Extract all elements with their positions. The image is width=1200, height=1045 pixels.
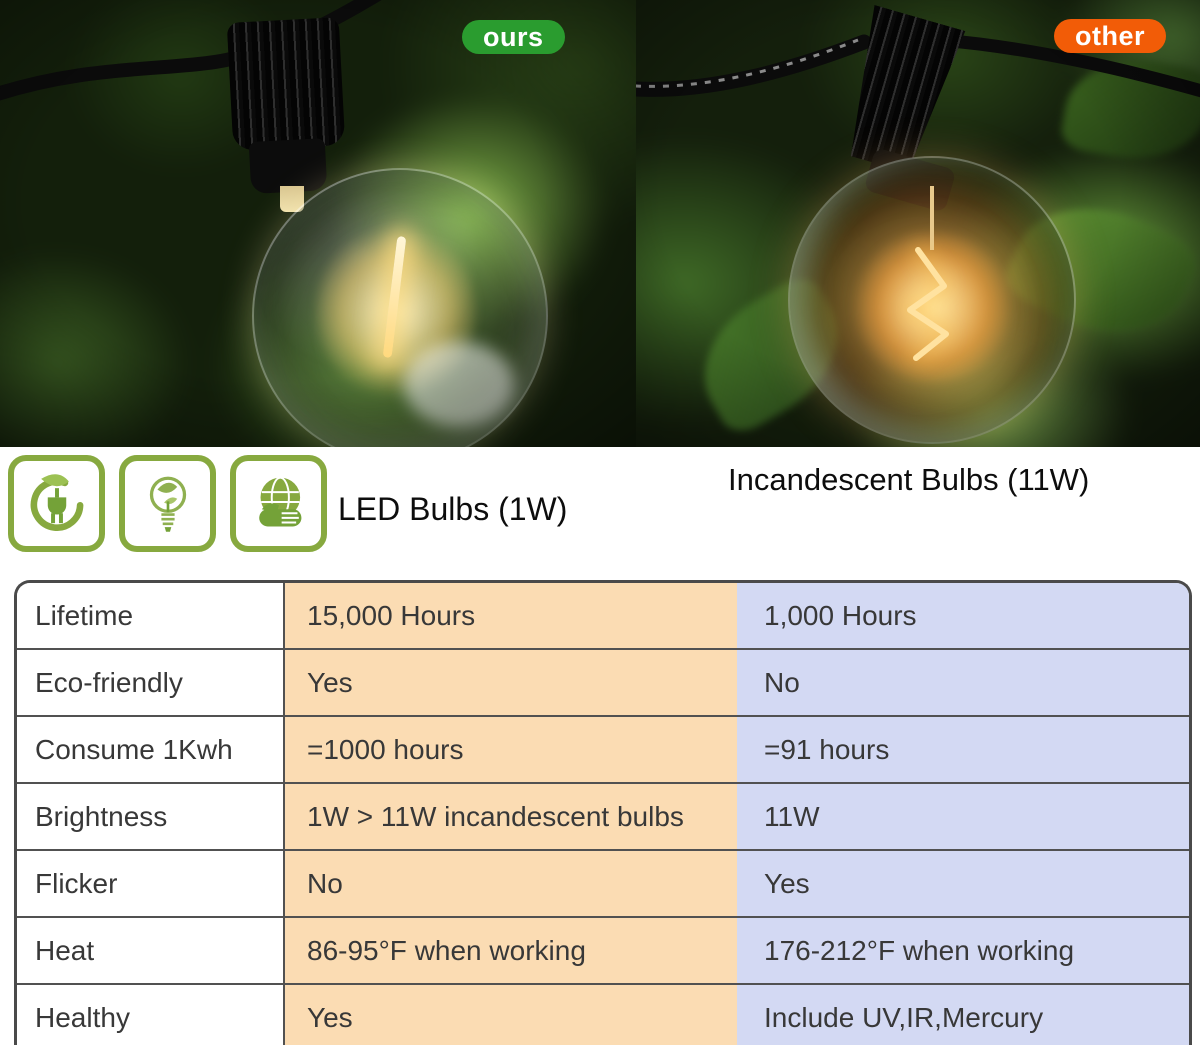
table-row: Flicker No Yes — [17, 849, 1189, 916]
table-row: Heat 86-95°F when working 176-212°F when… — [17, 916, 1189, 983]
bulb-socket — [226, 17, 346, 151]
incandescent-heading: Incandescent Bulbs (11W) — [728, 462, 1090, 497]
incandescent-bulb-photo: other — [636, 0, 1200, 447]
incandescent-value-cell: 1,000 Hours — [737, 583, 1189, 648]
incandescent-value-cell: =91 hours — [737, 717, 1189, 782]
incandescent-value-cell: 11W — [737, 784, 1189, 849]
glass-reflection — [404, 342, 514, 427]
led-value-cell: 86-95°F when working — [285, 918, 737, 983]
led-bulb-photo: ours — [0, 0, 636, 447]
eco-bulb-icon — [119, 455, 216, 552]
incandescent-glass-bulb — [788, 156, 1076, 444]
other-badge: other — [1054, 19, 1166, 53]
string-light-wire — [636, 33, 1200, 98]
table-row: Lifetime 15,000 Hours 1,000 Hours — [17, 583, 1189, 648]
table-row: Healthy Yes Include UV,IR,Mercury — [17, 983, 1189, 1045]
table-row: Consume 1Kwh =1000 hours =91 hours — [17, 715, 1189, 782]
warm-glow — [854, 232, 1012, 382]
incandescent-filament — [907, 186, 949, 361]
led-value-cell: No — [285, 851, 737, 916]
incandescent-value-cell: No — [737, 650, 1189, 715]
feature-band: LED Bulbs (1W) Incandescent Bulbs (11W) — [0, 447, 1200, 580]
feature-label-cell: Consume 1Kwh — [17, 717, 285, 782]
incandescent-value-cell: Yes — [737, 851, 1189, 916]
table-row: Eco-friendly Yes No — [17, 648, 1189, 715]
led-glass-bulb — [252, 168, 548, 447]
feature-label-cell: Flicker — [17, 851, 285, 916]
incandescent-value-cell: Include UV,IR,Mercury — [737, 985, 1189, 1045]
feature-label-cell: Lifetime — [17, 583, 285, 648]
ours-badge: ours — [462, 20, 565, 54]
led-value-cell: 1W > 11W incandescent bulbs — [285, 784, 737, 849]
globe-in-hand-icon — [230, 455, 327, 552]
feature-label-cell: Healthy — [17, 985, 285, 1045]
eco-icons — [8, 455, 327, 552]
table-row: Brightness 1W > 11W incandescent bulbs 1… — [17, 782, 1189, 849]
led-value-cell: 15,000 Hours — [285, 583, 737, 648]
feature-label-cell: Heat — [17, 918, 285, 983]
feature-label-cell: Brightness — [17, 784, 285, 849]
feature-label-cell: Eco-friendly — [17, 650, 285, 715]
led-value-cell: Yes — [285, 650, 737, 715]
incandescent-value-cell: 176-212°F when working — [737, 918, 1189, 983]
led-value-cell: =1000 hours — [285, 717, 737, 782]
led-heading: LED Bulbs (1W) — [338, 491, 568, 527]
led-value-cell: Yes — [285, 985, 737, 1045]
photo-section: ours other — [0, 0, 1200, 447]
comparison-table: Lifetime 15,000 Hours 1,000 Hours Eco-fr… — [14, 580, 1192, 1045]
eco-plug-icon — [8, 455, 105, 552]
